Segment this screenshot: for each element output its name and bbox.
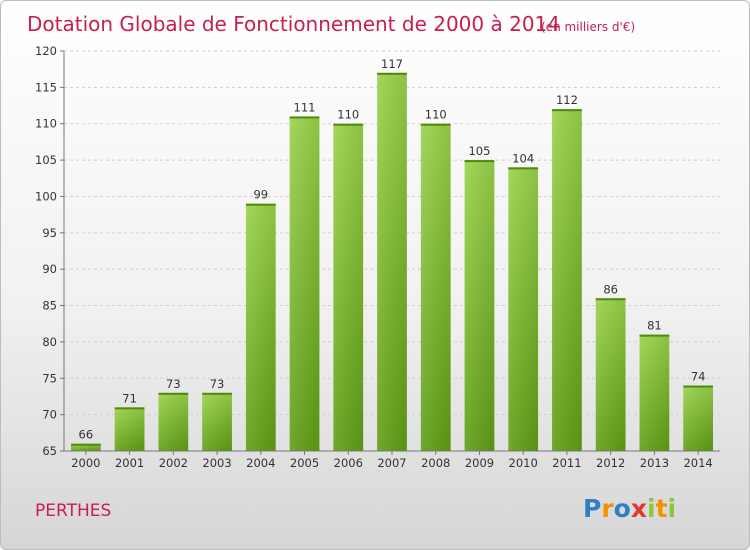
data-label-2004: 99	[253, 188, 268, 202]
data-label-2008: 110	[425, 108, 447, 122]
data-label-2013: 81	[647, 319, 662, 333]
bar-top-edge-2002	[158, 392, 189, 395]
bar-shade-2004	[245, 203, 276, 451]
x-tick-label-2001: 2001	[115, 456, 144, 470]
x-tick-label-2010: 2010	[509, 456, 538, 470]
bar-top-edge-2006	[333, 123, 364, 126]
y-tick-label: 110	[35, 117, 57, 131]
bar-shade-2006	[333, 123, 364, 452]
bar-top-edge-2009	[464, 160, 495, 163]
bar-shade-2008	[420, 123, 451, 452]
x-tick-label-2007: 2007	[377, 456, 406, 470]
bar-shade-2001	[114, 407, 145, 451]
x-tick-label-2005: 2005	[290, 456, 319, 470]
logo-letter: i	[668, 494, 677, 523]
bar-top-edge-2013	[639, 334, 670, 337]
bar-shade-2002	[158, 392, 189, 451]
data-label-2007: 117	[381, 57, 403, 71]
y-tick-label: 95	[42, 226, 57, 240]
bar-shade-2009	[464, 160, 495, 451]
data-label-2006: 110	[337, 108, 359, 122]
logo-letter: i	[647, 494, 656, 523]
bar-top-edge-2005	[289, 116, 320, 119]
bar-top-edge-2004	[245, 203, 276, 206]
commune-name: PERTHES	[35, 501, 111, 521]
y-tick-label: 120	[35, 44, 57, 58]
bar-shade-2012	[595, 298, 626, 451]
bars: 66 71 73 73 99 111 110 117 110 105 104 112 86 81 74	[70, 57, 714, 452]
data-label-2011: 112	[556, 93, 578, 107]
x-tick-label-2014: 2014	[683, 456, 712, 470]
chart-subtitle: (en milliers d'€)	[541, 20, 635, 34]
y-tick-label: 90	[42, 262, 57, 276]
bar-shade-2007	[377, 72, 407, 452]
bar-top-edge-2010	[508, 167, 539, 170]
data-label-2001: 71	[122, 391, 137, 405]
bar-top-edge-2014	[683, 385, 714, 388]
bar-top-edge-2012	[595, 298, 626, 301]
x-tick-label-2000: 2000	[71, 456, 100, 470]
bar-shade-2005	[289, 116, 320, 452]
logo-letter: x	[631, 494, 647, 523]
y-tick-label: 105	[35, 153, 57, 167]
x-tick-label-2003: 2003	[202, 456, 231, 470]
axes: 65 70 75 80 85 90 95 100 105 110 115 120 2000 2001 200…	[35, 44, 720, 470]
data-label-2000: 66	[79, 428, 94, 442]
data-label-2014: 74	[691, 370, 706, 384]
data-label-2005: 111	[294, 100, 316, 114]
logo-letter: r	[601, 494, 614, 523]
bar-top-edge-2011	[552, 109, 582, 112]
y-tick-label: 115	[35, 80, 57, 94]
data-label-2009: 105	[468, 144, 490, 158]
logo-letter: o	[614, 494, 631, 523]
x-tick-label-2012: 2012	[596, 456, 625, 470]
logo-letter: P	[583, 494, 601, 523]
y-tick-label: 65	[42, 444, 57, 458]
x-tick-label-2008: 2008	[421, 456, 450, 470]
x-tick-label-2004: 2004	[246, 456, 275, 470]
data-label-2012: 86	[603, 282, 618, 296]
data-label-2003: 73	[210, 377, 225, 391]
bar-shade-2014	[683, 385, 714, 451]
bar-shade-2011	[552, 109, 582, 451]
bar-top-edge-2007	[377, 72, 407, 75]
data-label-2002: 73	[166, 377, 181, 391]
y-tick-label: 85	[42, 299, 57, 313]
x-tick-label-2002: 2002	[159, 456, 188, 470]
bar-top-edge-2003	[202, 392, 232, 395]
y-tick-label: 80	[42, 335, 57, 349]
logo-letter: t	[656, 494, 668, 523]
x-tick-label-2006: 2006	[334, 456, 363, 470]
bar-shade-2013	[639, 334, 670, 451]
bar-top-edge-2000	[70, 443, 101, 446]
x-tick-label-2009: 2009	[465, 456, 494, 470]
proxiti-logo: Proxiti	[583, 494, 676, 523]
bar-shade-2010	[508, 167, 539, 451]
bar-shade-2003	[202, 392, 232, 451]
x-tick-label-2013: 2013	[640, 456, 669, 470]
data-label-2010: 104	[512, 151, 534, 165]
bar-shade-2000	[70, 443, 101, 451]
x-tick-label-2011: 2011	[552, 456, 581, 470]
y-tick-label: 75	[42, 371, 57, 385]
bar-top-edge-2008	[420, 123, 451, 126]
y-tick-label: 70	[42, 408, 57, 422]
y-tick-label: 100	[35, 189, 57, 203]
chart-title: Dotation Globale de Fonctionnement de 20…	[27, 12, 560, 36]
bar-top-edge-2001	[114, 407, 145, 410]
